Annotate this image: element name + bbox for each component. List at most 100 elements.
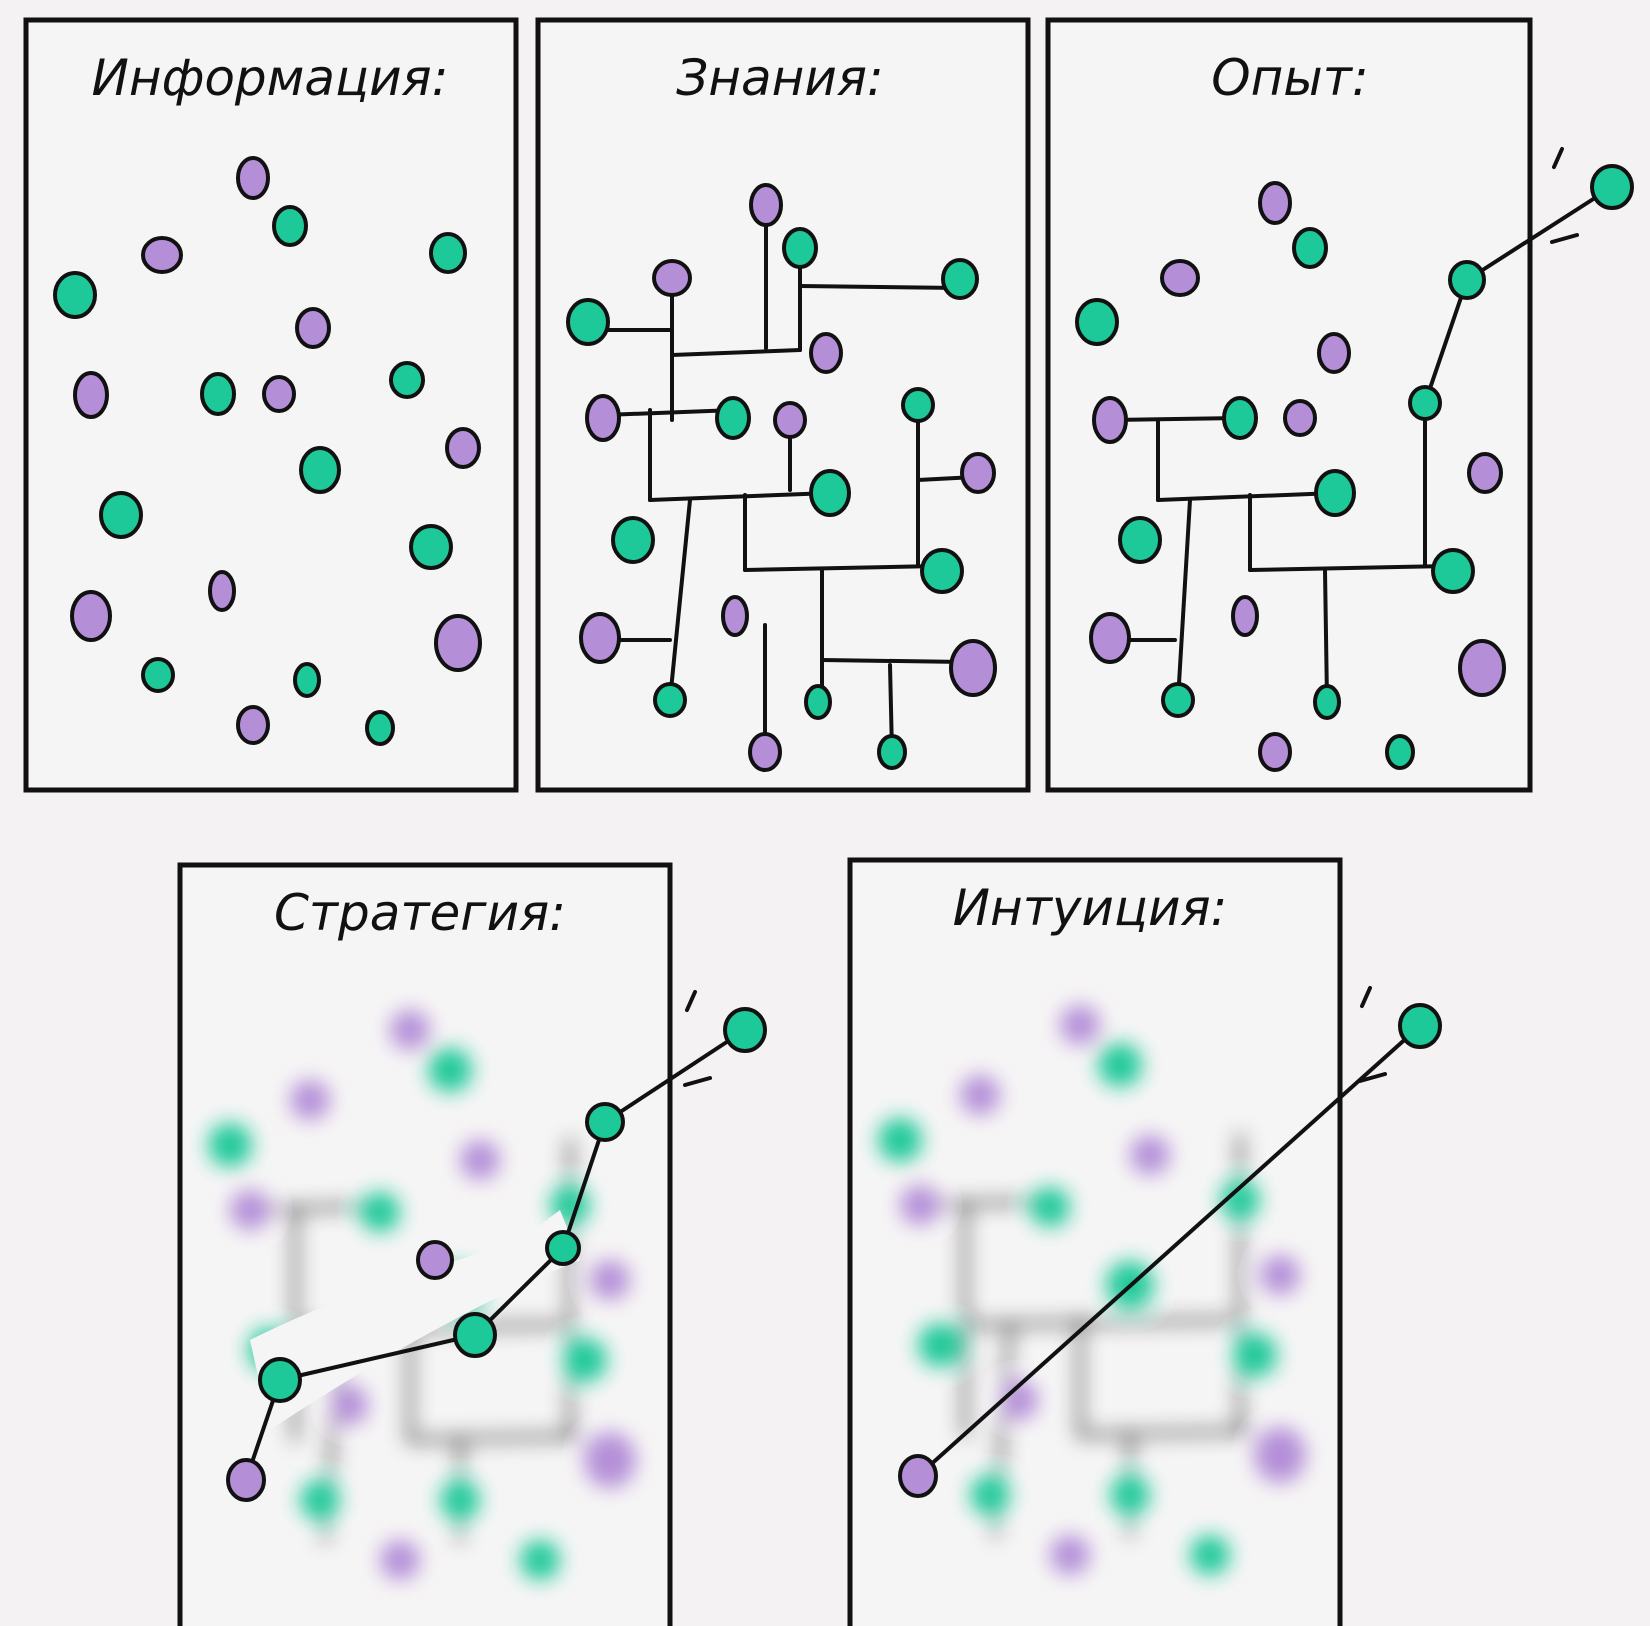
purple-dot — [1458, 639, 1506, 697]
blurred-network — [878, 1005, 1306, 1575]
dot-group — [1075, 181, 1506, 772]
panel-knowledge: Знания: — [535, 17, 1031, 793]
green-dot — [723, 1007, 767, 1053]
dot-group — [566, 183, 997, 772]
purple-dot — [295, 307, 331, 349]
purple-dot — [1258, 732, 1292, 772]
purple-dot — [230, 1190, 270, 1230]
connection-line — [248, 1204, 382, 1212]
purple-dot — [900, 1185, 940, 1225]
green-dot — [1118, 516, 1162, 564]
purple-dot — [809, 332, 843, 374]
purple-dot — [1231, 595, 1259, 637]
purple-dot — [584, 1432, 636, 1488]
green-dot — [428, 1048, 472, 1092]
green-dot — [299, 446, 341, 494]
green-dot — [365, 710, 395, 746]
green-dot — [141, 657, 175, 693]
purple-dot — [1130, 1135, 1170, 1175]
connection-line — [1248, 564, 1452, 572]
purple-dot — [1160, 259, 1200, 297]
purple-dot — [949, 639, 997, 697]
green-dot — [1590, 164, 1634, 210]
purple-dot — [749, 183, 783, 227]
connection-line — [683, 1076, 712, 1087]
green-dot — [200, 372, 236, 416]
purple-dot — [960, 1075, 1000, 1115]
green-dot — [1161, 682, 1195, 718]
panel-title: Знания: — [676, 49, 884, 107]
green-dot — [272, 205, 308, 247]
escape-path — [1408, 147, 1634, 421]
panel-experience: Опыт: — [1045, 17, 1634, 793]
purple-dot — [1258, 181, 1292, 225]
green-dot — [1098, 1043, 1142, 1087]
green-dot — [360, 1192, 400, 1232]
green-dot — [809, 469, 851, 517]
purple-dot — [73, 371, 109, 419]
green-dot — [970, 1475, 1010, 1515]
connection-line — [1176, 498, 1192, 702]
green-dot — [545, 1230, 581, 1266]
green-dot — [1398, 1003, 1442, 1049]
green-dot — [877, 734, 907, 770]
purple-dot — [1050, 1535, 1090, 1575]
green-dot — [1408, 385, 1442, 421]
panel-title: Информация: — [92, 49, 449, 107]
dot-group — [53, 156, 482, 746]
link-group — [1103, 401, 1452, 702]
purple-dot — [236, 156, 270, 200]
purple-dot — [226, 1458, 266, 1502]
connection-line — [743, 564, 940, 572]
purple-dot — [1467, 452, 1503, 494]
strategy-path — [226, 990, 767, 1502]
green-dot — [563, 1338, 607, 1382]
purple-dot — [898, 1454, 938, 1498]
purple-dot — [445, 427, 481, 469]
clear-region — [250, 1210, 580, 1430]
connection-line — [1358, 1072, 1387, 1083]
connection-line — [670, 348, 802, 357]
green-dot — [585, 1102, 625, 1142]
connection-line — [1550, 233, 1579, 244]
purple-dot — [141, 236, 183, 274]
purple-dot — [434, 614, 482, 672]
connection-line — [603, 408, 737, 417]
green-dot — [1220, 1180, 1260, 1220]
purple-dot — [416, 1240, 454, 1280]
green-dot — [566, 298, 610, 346]
connection-line — [918, 1199, 1052, 1207]
green-dot — [258, 1357, 302, 1403]
purple-dot — [262, 375, 296, 413]
connection-line — [820, 658, 967, 664]
purple-dot — [773, 401, 807, 439]
connection-line — [408, 1434, 582, 1442]
blurred-network — [208, 1010, 636, 1580]
purple-dot — [290, 1080, 330, 1120]
panel-title: Опыт: — [1211, 49, 1369, 107]
purple-dot — [380, 1540, 420, 1580]
green-dot — [941, 258, 979, 300]
purple-dot — [1092, 396, 1128, 444]
connection-line — [1552, 147, 1564, 169]
purple-dot — [1283, 399, 1317, 437]
green-dot — [429, 232, 467, 274]
connection-line — [1156, 491, 1337, 502]
green-dot — [1110, 1475, 1150, 1515]
connection-line — [916, 1024, 1422, 1478]
purple-dot — [721, 595, 749, 637]
green-dot — [804, 684, 832, 720]
connection-line — [668, 498, 692, 702]
green-dot — [715, 396, 751, 440]
connection-line — [1323, 568, 1329, 702]
green-dot — [53, 271, 97, 319]
green-dot — [1313, 684, 1341, 720]
connection-line — [1360, 986, 1372, 1008]
green-dot — [1292, 227, 1328, 269]
connection-line — [798, 284, 962, 290]
panel-frame — [847, 857, 1343, 1626]
green-dot — [1314, 469, 1356, 517]
green-dot — [208, 1123, 252, 1167]
green-dot — [1431, 548, 1475, 594]
